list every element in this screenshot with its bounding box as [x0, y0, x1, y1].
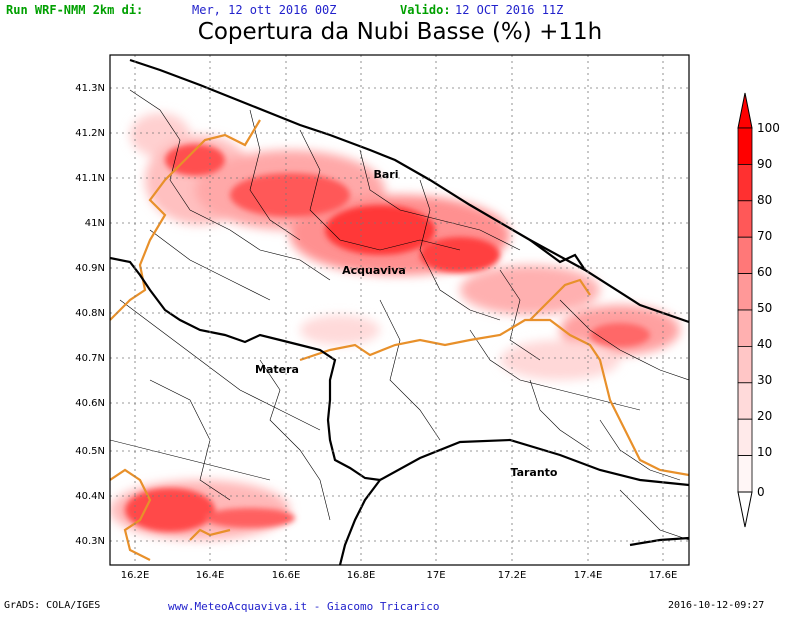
lon-label: 16.8E [347, 570, 376, 581]
city-label-acquaviva: Acquaviva [342, 264, 406, 277]
graticule [110, 55, 689, 565]
longitude-axis: 16.2E 16.4E 16.6E 16.8E 17E 17.2E 17.4E … [121, 570, 678, 581]
lon-label: 17.6E [649, 570, 678, 581]
lon-label: 17.4E [574, 570, 603, 581]
colorbar-bin [737, 345, 753, 384]
colorbar-label: 20 [757, 409, 772, 423]
lat-label: 40.9N [75, 263, 105, 274]
city-label-taranto: Taranto [510, 466, 557, 479]
colorbar-label: 0 [757, 485, 765, 499]
map-area: Bari Acquaviva Matera Taranto [110, 55, 689, 565]
colorbar-bottom-arrow [737, 491, 753, 528]
colorbar-label: 80 [757, 193, 772, 207]
timestamp: 2016-10-12-09:27 [668, 600, 765, 611]
run-value: Mer, 12 ott 2016 00Z [192, 3, 337, 17]
valid-value: 12 OCT 2016 11Z [455, 3, 564, 17]
lat-label: 40.7N [75, 353, 105, 364]
run-label: Run WRF-NMM 2km di: [6, 3, 144, 17]
valid-label: Valido: [400, 3, 451, 17]
colorbar: 100 90 80 70 60 50 40 30 20 10 0 [737, 92, 780, 528]
colorbar-bin [737, 163, 753, 202]
colorbar-bin [737, 200, 753, 238]
colorbar-top-arrow [737, 92, 753, 129]
colorbar-bin [737, 273, 753, 311]
city-label-bari: Bari [373, 168, 398, 181]
lat-label: 41.1N [75, 173, 105, 184]
lat-label: 41N [85, 218, 105, 229]
cloud-cover-core [125, 144, 650, 532]
colorbar-bin [737, 127, 753, 165]
colorbar-label: 70 [757, 229, 772, 243]
site-credit: www.MeteoAcquaviva.it - Giacomo Tricaric… [168, 600, 440, 613]
colorbar-label: 100 [757, 121, 780, 135]
municipal-boundaries [110, 89, 689, 541]
lat-label: 41.2N [75, 128, 105, 139]
city-label-matera: Matera [255, 363, 299, 376]
colorbar-bin [737, 418, 753, 457]
lon-label: 17.2E [498, 570, 527, 581]
lon-label: 16.4E [196, 570, 225, 581]
colorbar-label: 90 [757, 157, 772, 171]
latitude-axis: 41.3N 41.2N 41.1N 41N 40.9N 40.8N 40.7N … [75, 83, 105, 547]
lat-label: 41.3N [75, 83, 105, 94]
colorbar-label: 40 [757, 337, 772, 351]
lon-label: 17E [426, 570, 445, 581]
colorbar-label: 60 [757, 265, 772, 279]
colorbar-labels: 100 90 80 70 60 50 40 30 20 10 0 [757, 121, 780, 499]
lat-label: 40.8N [75, 308, 105, 319]
colorbar-bin [737, 236, 753, 274]
colorbar-bins [737, 127, 753, 493]
ionian-sea [340, 440, 689, 565]
adriatic-sea [110, 55, 689, 322]
colorbar-bin [737, 455, 753, 493]
colorbar-bin [737, 309, 753, 347]
colorbar-label: 30 [757, 373, 772, 387]
lat-label: 40.6N [75, 398, 105, 409]
lon-label: 16.6E [272, 570, 301, 581]
colorbar-label: 10 [757, 445, 772, 459]
grads-credit: GrADS: COLA/IGES [4, 600, 101, 611]
lon-label: 16.2E [121, 570, 150, 581]
map-title: Copertura da Nubi Basse (%) +11h [197, 19, 603, 45]
lat-label: 40.5N [75, 446, 105, 457]
map-frame [109, 54, 690, 566]
province-borders [110, 58, 689, 565]
lat-label: 40.4N [75, 491, 105, 502]
colorbar-bin [737, 382, 753, 420]
lat-label: 40.3N [75, 536, 105, 547]
colorbar-label: 50 [757, 301, 772, 315]
regional-borders [110, 119, 689, 561]
